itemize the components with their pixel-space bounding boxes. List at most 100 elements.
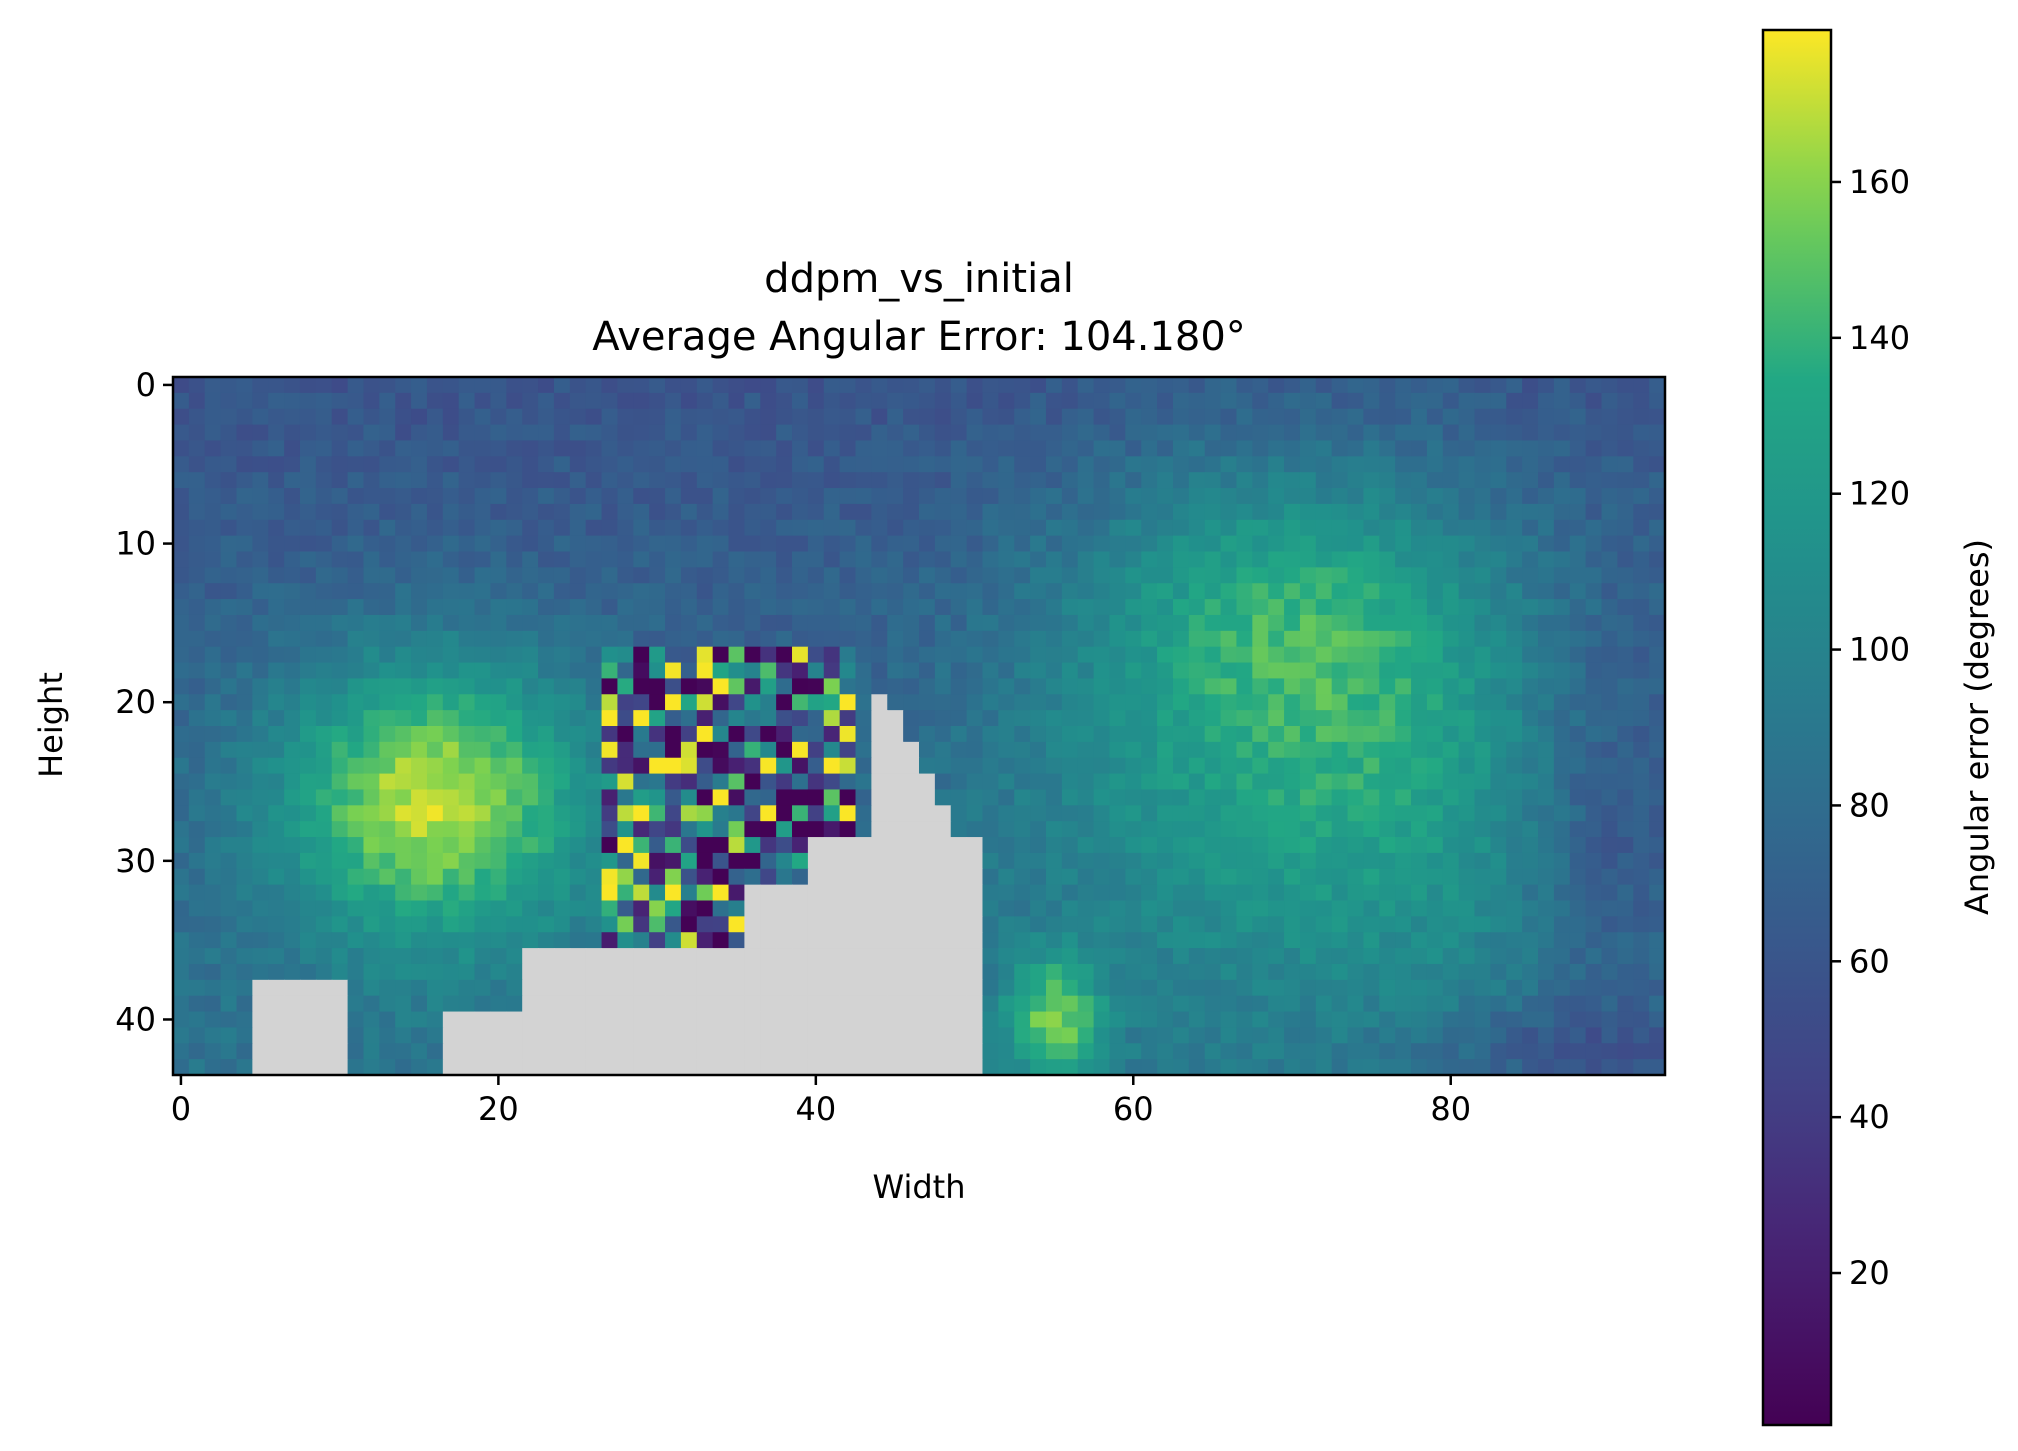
colorbar-tick-label: 20: [1849, 1254, 1890, 1292]
heatmap-cell: [236, 710, 253, 727]
heatmap-cell: [299, 503, 317, 521]
heatmap-cell: [1236, 535, 1253, 553]
heatmap-cell: [363, 757, 380, 775]
heatmap-cell: [1569, 1011, 1587, 1029]
heatmap-cell: [553, 963, 571, 981]
heatmap-cell: [998, 678, 1015, 695]
heatmap-cell: [538, 900, 555, 917]
heatmap-cell: [1204, 1027, 1222, 1044]
heatmap-cell: [1601, 662, 1618, 680]
heatmap-cell: [458, 678, 476, 695]
heatmap-cell: [1553, 1011, 1571, 1029]
heatmap-cell: [776, 789, 793, 806]
heatmap-cell: [903, 710, 920, 727]
heatmap-cell: [855, 1011, 872, 1029]
heatmap-cell: [744, 710, 761, 727]
heatmap-cell: [315, 583, 333, 600]
heatmap-cell: [855, 900, 872, 917]
heatmap-cell: [1315, 646, 1333, 664]
heatmap-cell: [887, 440, 904, 457]
heatmap-cell: [173, 535, 190, 553]
heatmap-cell: [284, 440, 301, 457]
heatmap-cell: [1379, 837, 1396, 854]
heatmap-cell: [1538, 662, 1555, 680]
heatmap-cell: [855, 1027, 872, 1044]
heatmap-cell: [1331, 979, 1349, 997]
heatmap-cell: [1617, 710, 1634, 727]
heatmap-cell: [871, 694, 888, 711]
heatmap-cell: [601, 852, 619, 870]
heatmap-cell: [538, 773, 555, 791]
heatmap-cell: [887, 630, 904, 648]
heatmap-cell: [998, 662, 1015, 680]
heatmap-cell: [395, 1011, 412, 1029]
heatmap-cell: [268, 726, 285, 743]
heatmap-cell: [1141, 852, 1158, 870]
heatmap-cell: [1141, 741, 1158, 759]
heatmap-cell: [506, 773, 523, 791]
heatmap-cell: [1347, 1043, 1365, 1060]
heatmap-cell: [538, 567, 555, 584]
heatmap-cell: [173, 392, 190, 410]
heatmap-cell: [585, 567, 603, 584]
heatmap-cell: [712, 599, 730, 616]
heatmap-cell: [1522, 440, 1539, 457]
heatmap-cell: [569, 614, 587, 632]
heatmap-cell: [331, 805, 349, 822]
heatmap-cell: [1617, 900, 1634, 917]
heatmap-cell: [585, 726, 603, 743]
heatmap-cell: [426, 694, 444, 711]
heatmap-cell: [665, 1027, 682, 1044]
heatmap-cell: [1395, 503, 1412, 521]
heatmap-cell: [1204, 932, 1222, 949]
heatmap-cell: [855, 1059, 872, 1075]
heatmap-cell: [1474, 440, 1491, 457]
heatmap-cell: [1379, 599, 1396, 616]
heatmap-cell: [1617, 1043, 1634, 1060]
heatmap-cell: [665, 710, 682, 727]
heatmap-cell: [792, 837, 809, 854]
heatmap-cell: [680, 1059, 698, 1075]
heatmap-cell: [1474, 488, 1491, 505]
heatmap-cell: [1363, 614, 1380, 632]
heatmap-cell: [919, 773, 936, 791]
heatmap-cell: [1331, 821, 1349, 838]
heatmap-cell: [426, 614, 444, 632]
heatmap-cell: [363, 583, 380, 600]
heatmap-cell: [331, 424, 349, 442]
heatmap-cell: [1236, 805, 1253, 822]
heatmap-cell: [1030, 646, 1047, 664]
heatmap-cell: [236, 995, 253, 1013]
heatmap-cell: [1030, 995, 1047, 1013]
heatmap-cell: [1601, 694, 1618, 711]
heatmap-cell: [1236, 884, 1253, 902]
heatmap-cell: [442, 710, 460, 727]
heatmap-cell: [379, 726, 396, 743]
heatmap-cell: [1157, 440, 1174, 457]
heatmap-cell: [569, 900, 587, 917]
heatmap-cell: [1188, 424, 1206, 442]
heatmap-cell: [315, 916, 333, 933]
heatmap-cell: [617, 519, 634, 537]
heatmap-cell: [665, 868, 682, 886]
heatmap-cell: [458, 646, 476, 664]
heatmap-cell: [712, 456, 730, 473]
heatmap-cell: [1538, 1043, 1555, 1060]
heatmap-cell: [1331, 1059, 1349, 1075]
heatmap-cell: [506, 821, 523, 838]
heatmap-cell: [506, 789, 523, 806]
heatmap-cell: [315, 646, 333, 664]
heatmap-cell: [792, 821, 809, 838]
heatmap-cell: [1236, 519, 1253, 537]
heatmap-cell: [1474, 948, 1491, 965]
heatmap-cell: [1395, 852, 1412, 870]
heatmap-cell: [188, 963, 206, 981]
heatmap-cell: [331, 1011, 349, 1029]
heatmap-cell: [1220, 377, 1238, 394]
heatmap-cell: [1077, 646, 1095, 664]
heatmap-cell: [1268, 773, 1285, 791]
heatmap-cell: [1553, 424, 1571, 442]
heatmap-cell: [966, 694, 984, 711]
heatmap-cell: [411, 583, 428, 600]
heatmap-cell: [1442, 567, 1460, 584]
